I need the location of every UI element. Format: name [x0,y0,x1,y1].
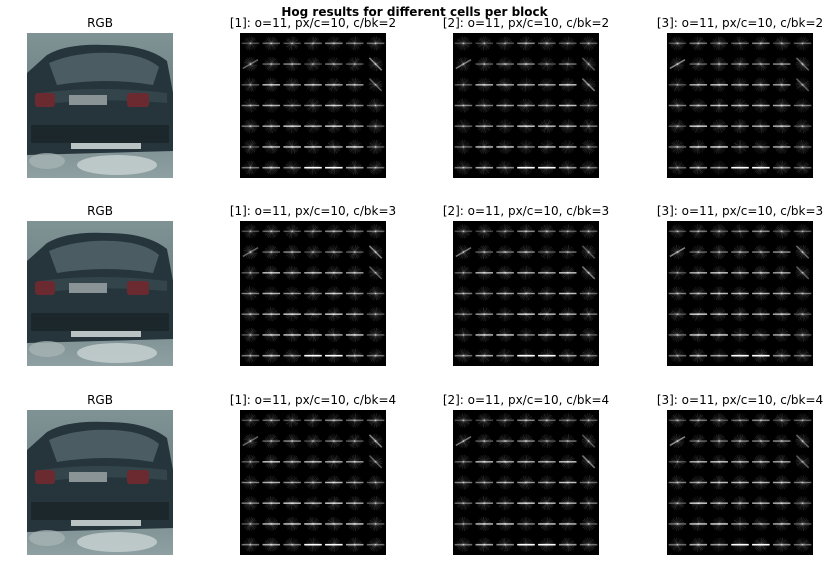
panel-title: [1]: o=11, px/c=10, c/bk=4 [229,393,397,407]
panel-title: [2]: o=11, px/c=10, c/bk=4 [442,393,610,407]
panel-title: [1]: o=11, px/c=10, c/bk=2 [229,16,397,30]
hog-image [453,33,599,178]
car-image [27,410,173,555]
car-image [27,33,173,178]
figure-title: Hog results for different cells per bloc… [281,5,548,19]
hog-image [240,410,386,555]
hog-image [453,410,599,555]
hog-image [240,33,386,178]
hog-image [240,221,386,366]
panel-title: [3]: o=11, px/c=10, c/bk=4 [656,393,824,407]
hog-image [667,33,813,178]
panel-title: [3]: o=11, px/c=10, c/bk=2 [656,16,824,30]
hog-image [667,221,813,366]
car-image [27,221,173,366]
panel-title: RGB [87,16,113,30]
panel-title: RGB [87,393,113,407]
panel-title: [2]: o=11, px/c=10, c/bk=2 [442,16,610,30]
panel-title: RGB [87,204,113,218]
panel-title: [3]: o=11, px/c=10, c/bk=3 [656,204,824,218]
hog-image [453,221,599,366]
panel-title: [2]: o=11, px/c=10, c/bk=3 [442,204,610,218]
hog-image [667,410,813,555]
panel-title: [1]: o=11, px/c=10, c/bk=3 [229,204,397,218]
